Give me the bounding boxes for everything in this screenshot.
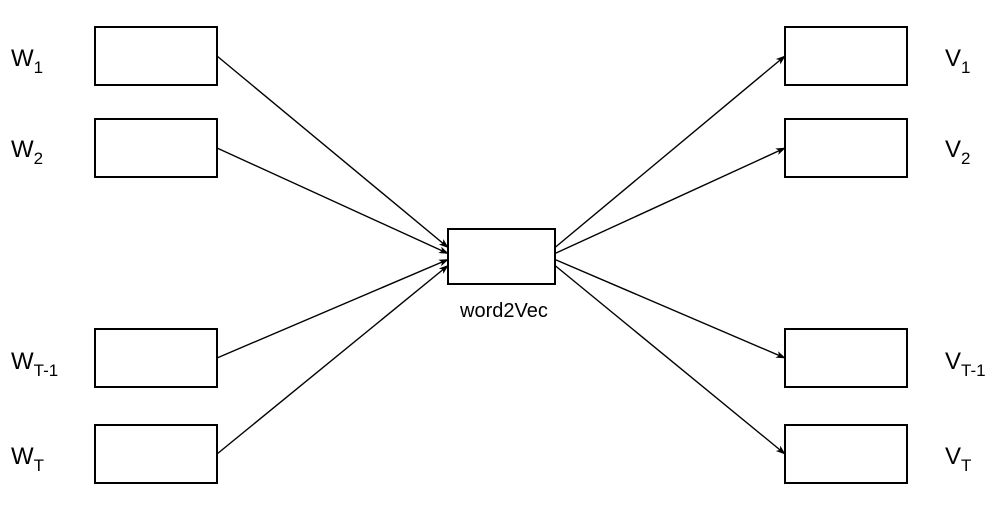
input-label-w1: W1 [11,45,43,77]
edge-center-to-v2 [555,148,785,254]
output-label-vTm1: VT-1 [945,348,986,380]
input-label-wTm1: WT-1 [11,348,58,380]
edge-center-to-v1 [555,56,785,248]
input-box-w1 [95,27,217,85]
edge-center-to-vT [555,266,785,455]
output-label-v1: V1 [945,45,970,77]
center-box-word2vec [448,229,555,284]
diagram-canvas [0,0,1000,519]
edge-center-to-vTm1 [555,260,785,359]
edge-w1-to-center [217,56,448,248]
output-label-v2: V2 [945,136,970,168]
output-box-vTm1 [785,329,907,387]
center-label-word2vec: word2Vec [460,300,548,323]
input-box-wT [95,425,217,483]
output-label-vT: VT [945,443,971,475]
edge-wT-to-center [217,266,448,455]
input-box-wTm1 [95,329,217,387]
input-label-w2: W2 [11,136,43,168]
output-box-vT [785,425,907,483]
edge-w2-to-center [217,148,448,254]
output-box-v1 [785,27,907,85]
output-box-v2 [785,119,907,177]
input-label-wT: WT [11,443,44,475]
edge-wTm1-to-center [217,260,448,359]
input-box-w2 [95,119,217,177]
